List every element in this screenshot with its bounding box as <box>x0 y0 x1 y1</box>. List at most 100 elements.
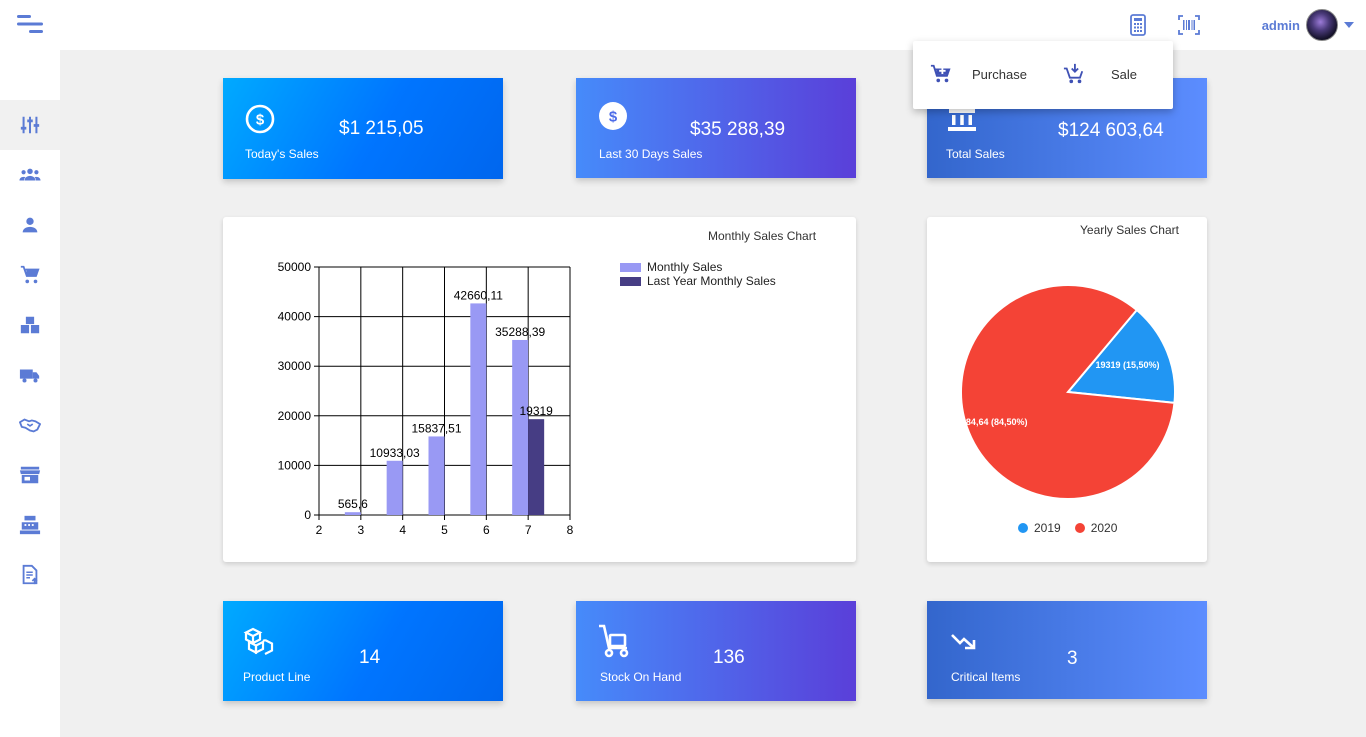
yearly-sales-pie: 19319 (15,50%) 105284,64 (84,50%) <box>946 284 1176 500</box>
calculator-icon[interactable] <box>1126 13 1150 37</box>
purchase-menu-item[interactable]: Purchase <box>930 63 1027 85</box>
cart-plus-icon <box>930 64 951 83</box>
x-tick-label: 5 <box>441 523 448 537</box>
monthly-chart-title: Monthly Sales Chart <box>708 229 817 243</box>
y-tick-label: 0 <box>304 508 311 522</box>
handshake-icon <box>19 418 41 433</box>
menu-toggle-icon[interactable] <box>16 12 46 36</box>
x-tick-label: 6 <box>483 523 490 537</box>
cart-down-icon <box>1063 63 1084 84</box>
sidebar-item-inventory[interactable] <box>0 300 60 350</box>
last-30-days-card: $ $35 288,39 Last 30 Days Sales <box>576 78 856 178</box>
svg-text:$: $ <box>256 112 265 129</box>
bar-value-label: 42660,11 <box>454 288 503 302</box>
cubes-icon <box>243 627 274 655</box>
pie-slice <box>1066 308 1176 404</box>
trending-down-icon <box>951 634 976 650</box>
stock-on-hand-card: 136 Stock On Hand <box>576 601 856 701</box>
last-30-days-value: $35 288,39 <box>690 119 786 140</box>
cash-register-icon <box>19 515 41 535</box>
bar-value-label: 19319 <box>519 404 553 418</box>
bar-value-label: 10933,03 <box>370 446 420 460</box>
hand-truck-icon <box>599 624 629 658</box>
chevron-down-icon <box>1344 22 1354 28</box>
y-tick-label: 10000 <box>278 458 312 472</box>
sale-label: Sale <box>1111 66 1138 82</box>
barcode-scan-icon[interactable] <box>1177 13 1201 37</box>
sidebar-item-customers[interactable] <box>0 150 60 200</box>
product-line-card: 14 Product Line <box>223 601 503 701</box>
yearly-chart-title: Yearly Sales Chart <box>1080 223 1179 237</box>
person-icon <box>22 217 38 233</box>
legend-item-monthly: Monthly Sales <box>620 260 722 274</box>
pie-slice-label: 19319 (15,50%) <box>1095 360 1159 370</box>
dollar-circle-icon: $ <box>245 104 275 134</box>
truck-icon <box>19 369 40 383</box>
sidebar-item-store[interactable] <box>0 450 60 500</box>
critical-items-value: 3 <box>1067 648 1078 669</box>
pie-slice-label: 105284,64 (84,50%) <box>946 417 1028 427</box>
bank-icon <box>948 109 976 131</box>
boxes-icon <box>20 316 40 334</box>
bar-value-label: 35288,39 <box>495 325 545 339</box>
sidebar-item-suppliers[interactable] <box>0 400 60 450</box>
sidebar-item-cart[interactable] <box>0 250 60 300</box>
pie-legend-item-2019: 2019 <box>1018 521 1061 535</box>
legend-swatch-monthly <box>620 262 641 272</box>
purchase-label: Purchase <box>972 66 1027 82</box>
sidebar-item-users[interactable] <box>0 200 60 250</box>
y-tick-label: 40000 <box>278 310 312 324</box>
svg-text:$: $ <box>609 109 618 126</box>
x-tick-label: 3 <box>357 523 364 537</box>
sidebar-item-reports[interactable] <box>0 550 60 600</box>
x-tick-label: 8 <box>567 523 574 537</box>
x-tick-label: 2 <box>316 523 323 537</box>
product-line-label: Product Line <box>243 670 311 684</box>
store-icon <box>19 466 41 484</box>
legend-label-monthly: Monthly Sales <box>647 260 723 274</box>
sidebar-item-shipping[interactable] <box>0 350 60 400</box>
bar <box>344 512 361 515</box>
bar <box>528 419 545 515</box>
stock-on-hand-value: 136 <box>713 647 745 668</box>
sidebar <box>0 50 60 737</box>
bar-value-label: 565,6 <box>338 497 368 511</box>
group-icon <box>19 168 41 181</box>
legend-label-last-year: Last Year Monthly Sales <box>647 274 776 288</box>
sliders-icon <box>20 116 40 134</box>
y-tick-label: 30000 <box>278 359 312 373</box>
legend-dot-2019 <box>1018 523 1028 533</box>
x-tick-label: 4 <box>399 523 406 537</box>
bar <box>428 436 445 515</box>
bar <box>386 460 403 515</box>
bar-value-label: 15837,51 <box>411 421 461 435</box>
todays-sales-card: $ $1 215,05 Today's Sales <box>223 78 503 179</box>
pie-legend-label-2019: 2019 <box>1034 521 1061 535</box>
pie-slice <box>960 284 1176 500</box>
user-menu[interactable]: admin <box>1262 8 1354 42</box>
todays-sales-value: $1 215,05 <box>339 118 424 139</box>
last-30-days-label: Last 30 Days Sales <box>599 147 703 161</box>
critical-items-card: 3 Critical Items <box>927 601 1207 699</box>
user-name: admin <box>1261 17 1300 33</box>
legend-swatch-last-year <box>620 276 641 286</box>
sale-menu-item[interactable]: Sale <box>1063 63 1137 85</box>
pie-legend-item-2020: 2020 <box>1074 521 1118 535</box>
y-tick-label: 50000 <box>278 260 312 274</box>
sidebar-item-pos[interactable] <box>0 500 60 550</box>
critical-items-label: Critical Items <box>951 670 1021 684</box>
y-tick-label: 20000 <box>278 409 312 423</box>
cart-icon <box>20 265 40 284</box>
x-tick-label: 7 <box>525 523 532 537</box>
dollar-circle-icon: $ <box>599 102 627 130</box>
pie-legend-label-2020: 2020 <box>1090 521 1118 535</box>
product-line-value: 14 <box>359 647 381 668</box>
sidebar-item-dashboard[interactable] <box>0 100 60 150</box>
bar <box>512 339 529 515</box>
total-sales-value: $124 603,64 <box>1058 120 1164 141</box>
avatar <box>1306 9 1338 41</box>
monthly-sales-chart: 2 3 4 5 6 7 8 0 10000 20000 30000 40000 50000 565,6 10… <box>278 260 574 537</box>
report-upload-icon <box>22 564 38 585</box>
quick-action-popup: Purchase Sale <box>913 41 1173 109</box>
legend-dot-2020 <box>1074 523 1085 533</box>
